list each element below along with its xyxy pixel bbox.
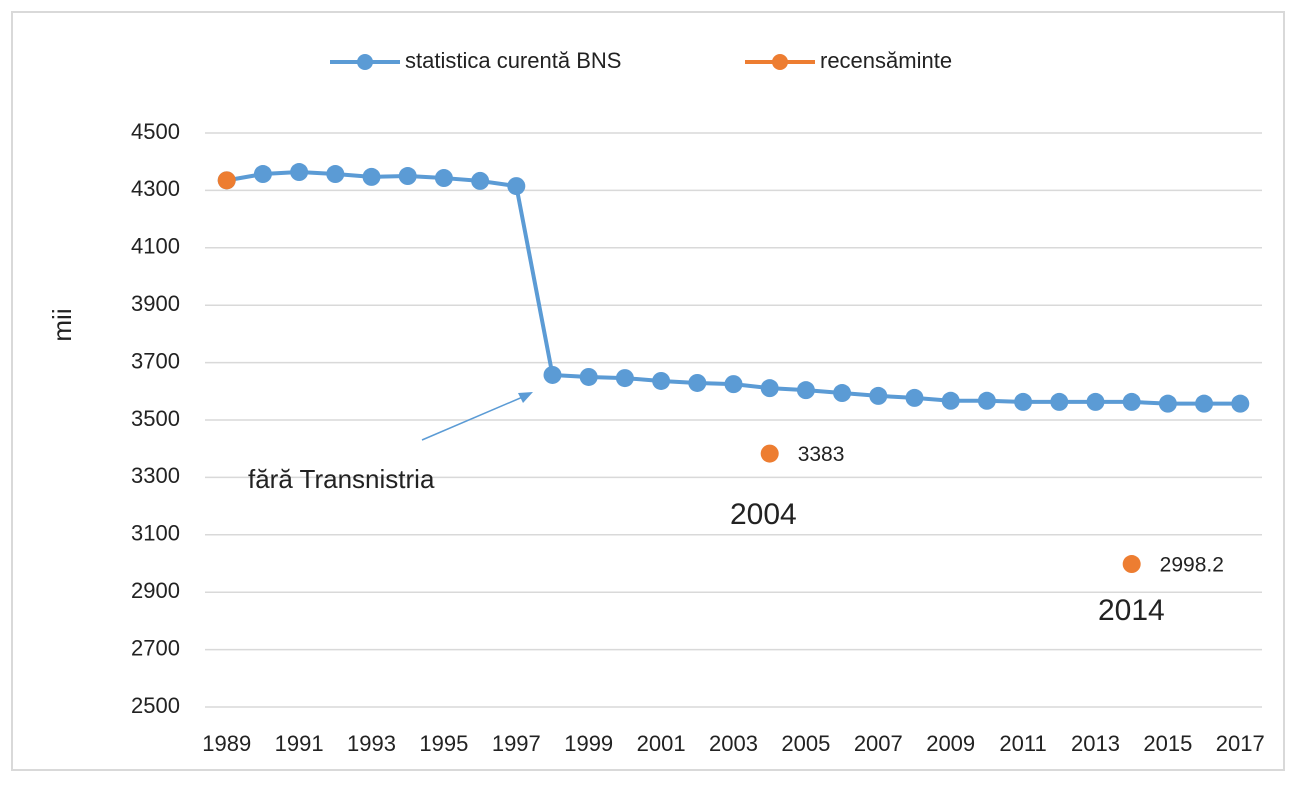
data-point [760,379,779,398]
data-point [362,167,381,186]
data-point [1158,394,1177,413]
y-tick-label: 3700 [131,348,180,373]
x-tick-label: 2011 [999,731,1046,756]
data-point [905,388,924,407]
data-point [977,391,996,410]
annotation-arrowhead [518,392,533,403]
data-point [869,386,888,405]
chart-frame [11,11,1285,771]
y-axis-label: mii [47,308,77,341]
x-tick-label: 2005 [781,731,830,756]
data-point [579,367,598,386]
x-tick-label: 1993 [347,731,396,756]
data-point [760,444,779,463]
data-point [253,165,272,184]
data-point [434,169,453,188]
y-tick-label: 2900 [131,578,180,603]
data-point [1050,392,1069,411]
x-tick-label: 1999 [564,731,613,756]
data-point [1122,392,1141,411]
data-label: 3383 [798,443,845,466]
data-point [688,373,707,392]
data-point [615,369,634,388]
data-point [833,384,852,403]
data-point [1086,392,1105,411]
x-tick-label: 1989 [202,731,251,756]
data-point [1014,392,1033,411]
legend-marker [772,54,788,70]
data-point [471,171,490,190]
annotation-arrow [421,395,526,441]
x-tick-label: 2009 [926,731,975,756]
y-tick-label: 2500 [131,693,180,718]
y-tick-label: 3100 [131,521,180,546]
x-tick-label: 2007 [854,731,903,756]
data-point [507,177,526,196]
data-point [796,381,815,400]
x-tick-label: 1995 [419,731,468,756]
legend-marker [357,54,373,70]
data-point [941,391,960,410]
data-point [1122,555,1141,574]
annotation: 2014 [1098,594,1165,627]
y-tick-label: 4500 [131,119,180,144]
y-tick-label: 3900 [131,291,180,316]
x-tick-label: 1997 [492,731,541,756]
data-point [398,167,417,186]
x-tick-label: 2017 [1216,731,1265,756]
data-point [326,165,345,184]
y-tick-label: 3500 [131,406,180,431]
y-tick-label: 2700 [131,635,180,660]
legend-label: statistica curentă BNS [405,48,621,73]
annotation: fără Transnistria [248,464,435,494]
data-point [543,365,562,384]
data-point [290,163,309,182]
annotation: 2004 [730,498,797,531]
y-tick-label: 4100 [131,234,180,259]
data-point [652,371,671,390]
x-tick-label: 1991 [275,731,324,756]
y-tick-label: 4300 [131,176,180,201]
x-tick-label: 2013 [1071,731,1120,756]
data-point [724,375,743,394]
y-tick-label: 3300 [131,463,180,488]
x-tick-label: 2003 [709,731,758,756]
x-tick-label: 2001 [637,731,686,756]
data-point [217,171,236,190]
data-label: 2998.2 [1160,554,1224,577]
data-point [1195,394,1214,413]
legend-label: recensăminte [820,48,952,73]
x-tick-label: 2015 [1143,731,1192,756]
data-point [1231,394,1250,413]
